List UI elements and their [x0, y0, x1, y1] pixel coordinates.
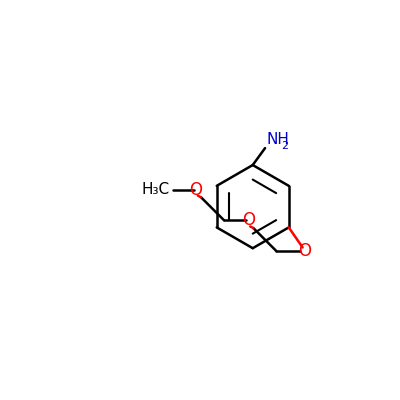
Text: O: O	[190, 180, 202, 198]
Text: 2: 2	[281, 141, 288, 151]
Text: NH: NH	[267, 132, 290, 146]
Text: O: O	[242, 211, 255, 229]
Text: H₃C: H₃C	[142, 182, 170, 197]
Text: O: O	[298, 242, 311, 260]
